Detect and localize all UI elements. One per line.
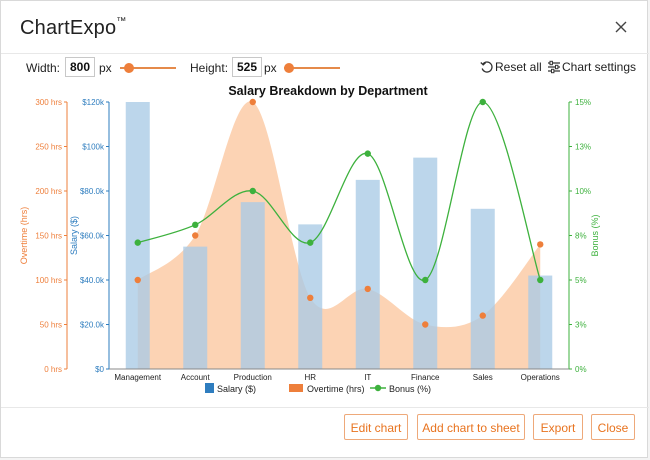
legend-label-bonus: Bonus (%) xyxy=(389,384,431,394)
salary-axis-tick-5: $100k xyxy=(82,143,105,152)
overtime-point-3 xyxy=(307,294,314,301)
edit-chart-button[interactable]: Edit chart xyxy=(344,414,408,440)
title-bar: ChartExpo™ xyxy=(1,1,649,54)
width-unit: px xyxy=(99,61,112,75)
width-input[interactable] xyxy=(65,57,95,77)
bonus-axis-label: Bonus (%) xyxy=(590,214,600,256)
x-tick-6: Sales xyxy=(473,373,493,382)
bonus-point-3 xyxy=(307,239,314,246)
app-title-text: ChartExpo xyxy=(20,17,117,39)
legend-label-overtime: Overtime (hrs) xyxy=(307,384,365,394)
close-icon[interactable] xyxy=(609,15,633,39)
salary-bar-6 xyxy=(470,208,495,369)
chart-title: Salary Breakdown by Department xyxy=(228,85,428,98)
height-unit: px xyxy=(264,61,277,75)
overtime-axis-tick-0: 0 hrs xyxy=(44,365,62,374)
toolbar: Width: px Height: px Reset all Char xyxy=(1,56,649,80)
height-slider[interactable] xyxy=(284,63,340,73)
trademark-mark: ™ xyxy=(116,16,127,28)
salary-bar-5 xyxy=(413,157,438,369)
salary-axis-tick-2: $40.0k xyxy=(80,276,105,285)
overtime-area xyxy=(137,101,541,369)
bonus-point-4 xyxy=(364,150,371,157)
bonus-axis-tick-5: 13% xyxy=(575,143,591,152)
x-tick-7: Operations xyxy=(521,373,560,382)
overtime-point-2 xyxy=(249,98,256,106)
bonus-axis-tick-1: 3% xyxy=(575,321,587,330)
x-tick-4: IT xyxy=(364,373,371,382)
overtime-point-4 xyxy=(364,285,371,293)
undo-icon xyxy=(480,61,493,73)
height-label: Height: xyxy=(190,61,229,75)
height-input[interactable] xyxy=(232,57,262,77)
salary-bar-7 xyxy=(528,275,553,369)
app-title: ChartExpo™ xyxy=(20,16,127,40)
overtime-axis-tick-1: 50 hrs xyxy=(40,321,62,330)
overtime-axis-tick-2: 100 hrs xyxy=(35,276,62,285)
chart-settings-label: Chart settings xyxy=(562,60,637,74)
salary-axis-tick-3: $60.0k xyxy=(80,232,105,241)
overtime-axis-tick-3: 150 hrs xyxy=(35,232,62,241)
overtime-point-1 xyxy=(192,232,199,239)
salary-bar-2 xyxy=(240,202,265,369)
footer: Edit chart Add chart to sheet Export Clo… xyxy=(1,407,649,460)
bonus-point-7 xyxy=(537,276,544,284)
overtime-point-6 xyxy=(479,312,486,319)
chart-svg: Salary Breakdown by Department 0 hrs 50 hr… xyxy=(19,84,600,394)
width-slider[interactable] xyxy=(120,63,176,73)
chart-area: Salary Breakdown by Department 0 hrs 50 hr… xyxy=(1,84,649,407)
overtime-axis-tick-6: 300 hrs xyxy=(35,98,62,107)
overtime-axis-tick-4: 200 hrs xyxy=(35,187,62,196)
width-slider-thumb[interactable] xyxy=(124,63,134,73)
legend-swatch-overtime xyxy=(289,384,303,392)
export-button[interactable]: Export xyxy=(533,414,583,440)
sliders-icon xyxy=(548,60,560,74)
bonus-point-5 xyxy=(422,276,429,284)
bonus-point-6 xyxy=(479,98,486,106)
width-label: Width: xyxy=(26,61,61,75)
legend-swatch-bonus-dot xyxy=(374,384,382,392)
overtime-point-0 xyxy=(134,276,141,284)
close-button[interactable]: Close xyxy=(591,414,635,440)
bonus-axis-tick-6: 15% xyxy=(575,98,591,107)
bonus-axis-tick-3: 8% xyxy=(575,232,587,241)
x-tick-5: Finance xyxy=(411,373,440,382)
bonus-point-2 xyxy=(249,187,256,195)
legend-swatch-salary xyxy=(205,383,214,393)
add-chart-to-sheet-button[interactable]: Add chart to sheet xyxy=(417,414,525,440)
salary-bar-0 xyxy=(125,102,150,369)
height-slider-thumb[interactable] xyxy=(284,63,294,73)
salary-axis-label: Salary ($) xyxy=(69,216,79,255)
salary-bar-4 xyxy=(355,179,380,369)
overtime-axis-tick-5: 250 hrs xyxy=(35,143,62,152)
salary-axis-tick-6: $120k xyxy=(82,98,105,107)
reset-all-label: Reset all xyxy=(495,60,542,74)
x-tick-1: Account xyxy=(181,373,211,382)
bonus-point-0 xyxy=(134,239,141,246)
bonus-axis-tick-2: 5% xyxy=(575,276,587,285)
overtime-point-5 xyxy=(422,321,429,328)
salary-axis-tick-4: $80.0k xyxy=(80,187,105,196)
x-tick-3: HR xyxy=(304,373,316,382)
bonus-point-1 xyxy=(192,221,199,229)
salary-bar-1 xyxy=(183,246,208,369)
x-tick-2: Production xyxy=(234,373,272,382)
overtime-point-7 xyxy=(537,241,544,248)
legend-label-salary: Salary ($) xyxy=(217,384,256,394)
bonus-axis-tick-0: 0% xyxy=(575,365,587,374)
x-tick-0: Management xyxy=(114,373,161,382)
salary-axis-tick-0: $0 xyxy=(95,365,104,374)
bonus-axis-tick-4: 10% xyxy=(575,187,591,196)
salary-axis-tick-1: $20.0k xyxy=(80,321,105,330)
overtime-axis-label: Overtime (hrs) xyxy=(19,207,29,265)
